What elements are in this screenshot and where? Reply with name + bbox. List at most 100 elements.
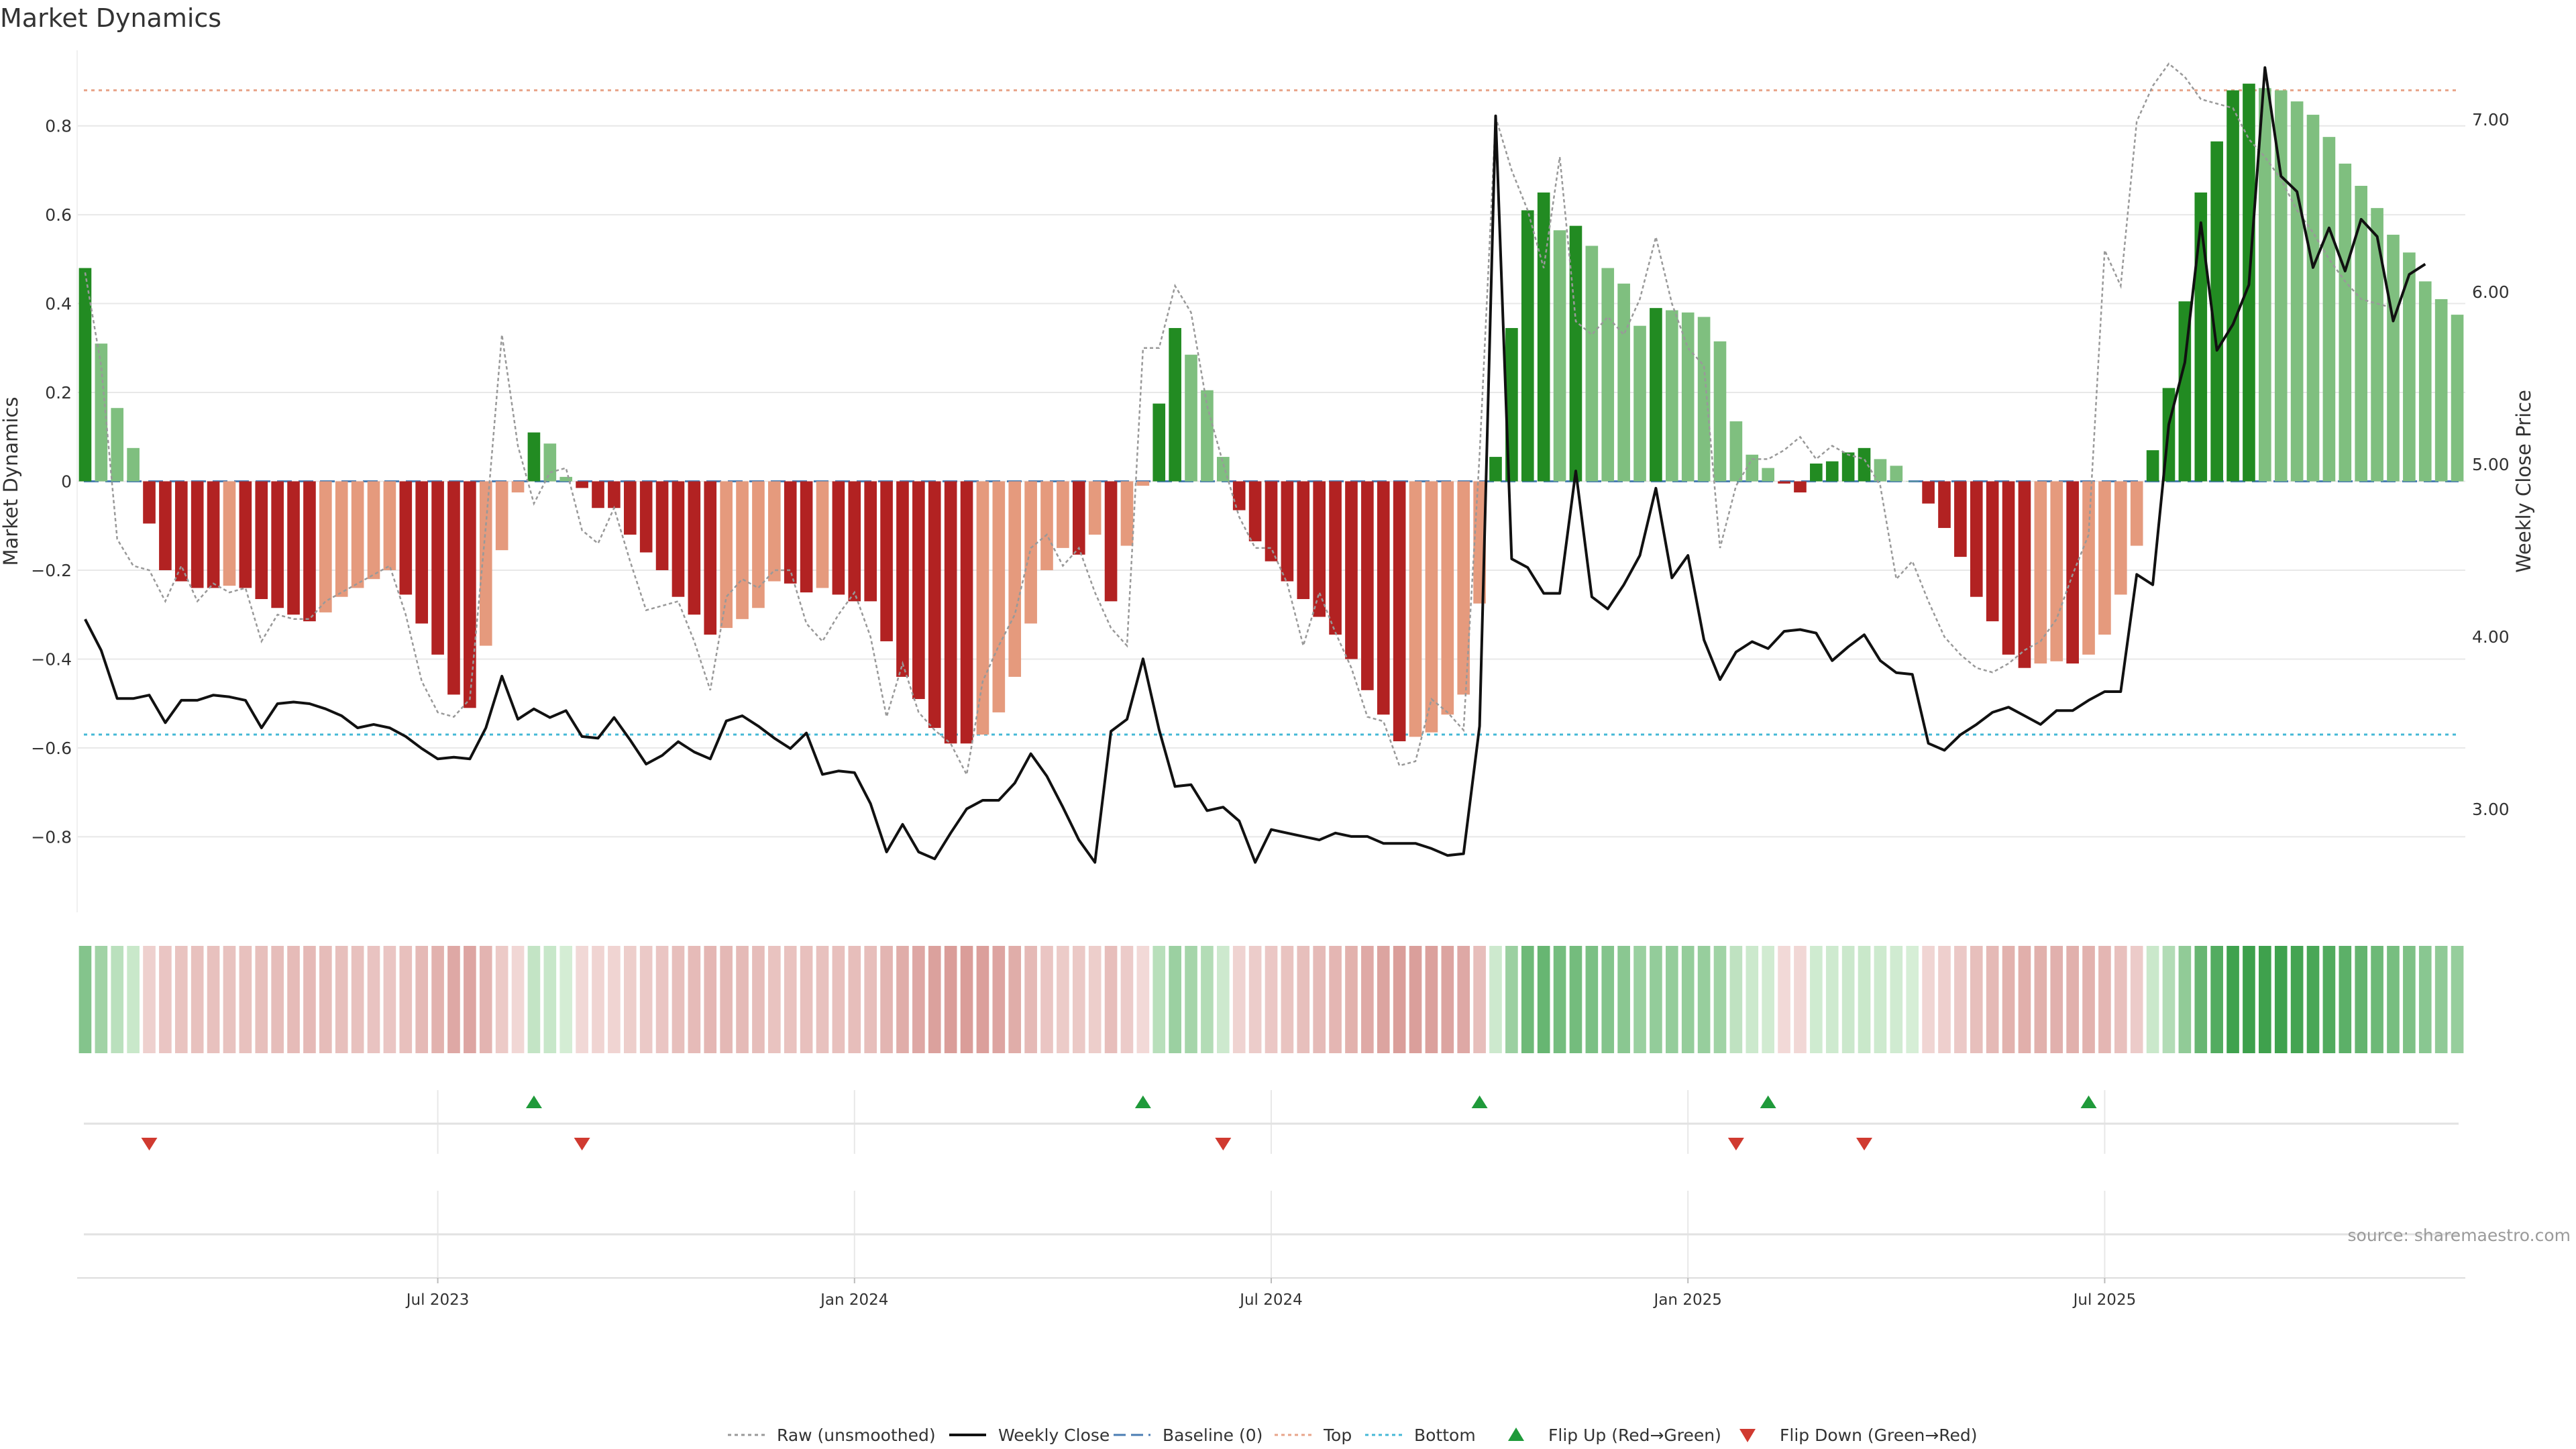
heat-cell bbox=[319, 946, 332, 1053]
dynamics-bar bbox=[1697, 317, 1711, 482]
heat-cell bbox=[1489, 946, 1502, 1053]
dynamics-bar bbox=[1986, 481, 1999, 622]
dynamics-bar bbox=[992, 481, 1006, 712]
dynamics-bar bbox=[1152, 403, 1166, 482]
heat-cell bbox=[1393, 946, 1406, 1053]
heat-cell bbox=[2355, 946, 2368, 1053]
heat-cell bbox=[1441, 946, 1454, 1053]
y-tick-label-right: 3.00 bbox=[2472, 800, 2510, 819]
dynamics-bar bbox=[1425, 481, 1438, 733]
heat-cell bbox=[1713, 946, 1727, 1053]
heat-cell bbox=[287, 946, 300, 1053]
dynamics-bar bbox=[1040, 481, 1053, 570]
dynamics-bar bbox=[207, 481, 220, 588]
heat-cell bbox=[960, 946, 973, 1053]
dynamics-bar bbox=[1922, 481, 1935, 504]
heat-cell bbox=[944, 946, 957, 1053]
y-tick-label-left: −0.8 bbox=[31, 827, 72, 847]
flip-up-marker bbox=[1134, 1095, 1151, 1108]
heat-cell bbox=[1329, 946, 1342, 1053]
heat-cell bbox=[736, 946, 749, 1053]
heat-cell bbox=[1746, 946, 1759, 1053]
dynamics-bar bbox=[2371, 208, 2383, 482]
dynamics-bar bbox=[2226, 90, 2239, 482]
dynamics-bar bbox=[1569, 225, 1582, 482]
heat-cell bbox=[1729, 946, 1743, 1053]
heat-cell bbox=[1681, 946, 1695, 1053]
dynamics-bar bbox=[127, 447, 140, 482]
dynamics-bar bbox=[1201, 390, 1214, 482]
dynamics-bar bbox=[944, 481, 957, 744]
y-tick-label-right: 7.00 bbox=[2472, 110, 2510, 129]
heat-cell bbox=[1024, 946, 1037, 1053]
heat-cell bbox=[992, 946, 1006, 1053]
heatmap-strip bbox=[78, 946, 2464, 1053]
heat-cell bbox=[1505, 946, 1518, 1053]
heat-cell bbox=[1088, 946, 1102, 1053]
heat-cell bbox=[2114, 946, 2127, 1053]
dynamics-bar bbox=[1232, 481, 1246, 511]
legend-item: Raw (unsmoothed) bbox=[728, 1426, 936, 1445]
dynamics-bar bbox=[1970, 481, 1983, 597]
heat-cell bbox=[431, 946, 444, 1053]
dynamics-bar bbox=[784, 481, 797, 584]
dynamics-bar bbox=[2210, 141, 2223, 482]
y-tick-label-left: 0.6 bbox=[45, 205, 72, 225]
dynamics-bar bbox=[111, 408, 124, 482]
heat-cell bbox=[399, 946, 413, 1053]
dynamics-bar bbox=[1057, 481, 1069, 548]
dynamics-bar bbox=[1441, 481, 1454, 715]
dynamics-bar bbox=[1601, 268, 1615, 482]
dynamics-bar bbox=[704, 481, 717, 635]
dynamics-bar bbox=[287, 481, 300, 615]
heat-cell bbox=[479, 946, 492, 1053]
heat-cell bbox=[1697, 946, 1711, 1053]
x-axis: Jul 2023 Jan 2024 Jul 2024 Jan 2025 Jul 2025 bbox=[77, 1277, 2465, 1309]
dynamics-bar bbox=[1088, 481, 1102, 535]
dynamics-bar bbox=[639, 481, 653, 553]
heat-cell bbox=[2066, 946, 2079, 1053]
flip-down-marker bbox=[1215, 1138, 1232, 1150]
heat-cell bbox=[464, 946, 476, 1053]
heat-cell bbox=[1040, 946, 1053, 1053]
dynamics-bar bbox=[896, 481, 909, 677]
dynamics-bar bbox=[2434, 299, 2448, 482]
heat-cell bbox=[191, 946, 204, 1053]
heat-cell bbox=[1778, 946, 1790, 1053]
heat-cell bbox=[880, 946, 893, 1053]
dynamics-bar bbox=[2259, 88, 2271, 482]
dynamics-bar bbox=[576, 481, 588, 488]
x-tick-label: Jul 2024 bbox=[1238, 1291, 1303, 1309]
heat-cell bbox=[111, 946, 124, 1053]
heat-cell bbox=[784, 946, 797, 1053]
dynamics-bar bbox=[736, 481, 749, 619]
dynamics-bar bbox=[1104, 481, 1118, 602]
heat-cell bbox=[1361, 946, 1374, 1053]
heat-cell bbox=[704, 946, 717, 1053]
x-tick-label: Jan 2024 bbox=[819, 1291, 888, 1309]
heat-cell bbox=[383, 946, 396, 1053]
heat-cell bbox=[255, 946, 268, 1053]
dynamics-bar bbox=[1265, 481, 1278, 561]
dynamics-bar bbox=[1281, 481, 1294, 582]
dynamics-bar bbox=[1024, 481, 1037, 624]
dynamics-bar bbox=[1778, 481, 1790, 484]
dynamics-bar bbox=[1729, 421, 1743, 482]
heat-cell bbox=[896, 946, 909, 1053]
dynamics-bar bbox=[511, 481, 525, 493]
y-tick-label-right: 6.00 bbox=[2472, 282, 2510, 302]
dynamics-bar bbox=[1794, 481, 1807, 493]
heat-cell bbox=[864, 946, 877, 1053]
dynamics-bar bbox=[2290, 101, 2304, 482]
legend-label: Baseline (0) bbox=[1163, 1426, 1263, 1445]
heat-cell bbox=[672, 946, 685, 1053]
dynamics-bar bbox=[1633, 325, 1646, 482]
heat-cell bbox=[1841, 946, 1855, 1053]
y-tick-label-right: 5.00 bbox=[2472, 455, 2510, 474]
heat-cell bbox=[608, 946, 621, 1053]
dynamics-bar bbox=[2146, 450, 2159, 482]
heat-cell bbox=[1906, 946, 1919, 1053]
heat-cell bbox=[1313, 946, 1326, 1053]
dynamics-bar bbox=[399, 481, 413, 595]
